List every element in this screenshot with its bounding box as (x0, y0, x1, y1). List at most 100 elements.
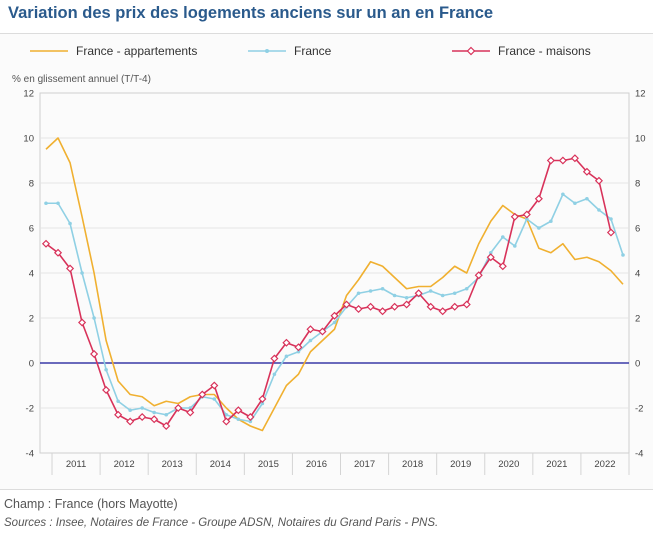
y-tick-label-right: 8 (635, 179, 640, 190)
data-point (342, 300, 351, 309)
data-point (282, 338, 291, 347)
x-tick-label: 2014 (210, 459, 231, 470)
data-point (258, 394, 267, 404)
data-point (440, 293, 445, 298)
y-tick-label-left: 4 (29, 269, 34, 280)
data-point (210, 381, 219, 390)
data-point (402, 300, 411, 309)
y-tick-label-left: 10 (23, 134, 34, 145)
legend: France - appartements France France - mais… (30, 44, 591, 58)
data-point (308, 338, 313, 343)
data-point (41, 239, 51, 248)
x-tick-label: 2017 (354, 459, 375, 470)
y-tick-label-right: 6 (635, 224, 640, 235)
data-point (140, 406, 144, 410)
data-point (534, 194, 543, 203)
data-point (354, 304, 363, 314)
data-point (246, 412, 255, 422)
data-point (306, 325, 315, 334)
x-tick-label: 2015 (258, 459, 279, 470)
data-point (44, 201, 48, 206)
data-point (68, 221, 72, 226)
data-point (80, 271, 84, 275)
data-point (474, 271, 483, 280)
y-tick-label-right: 2 (635, 314, 640, 325)
data-point (294, 343, 303, 352)
data-point (510, 212, 519, 221)
y-axis-label: % en glissement annuel (T/T-4) (12, 74, 151, 85)
data-point (582, 167, 591, 176)
axes: -4 -4 -2 -2 0 0 2 2 4 4 6 6 8 8 10 10 12 12 2011 2012 2013 20… (23, 89, 646, 475)
series-line-2 (45, 157, 612, 427)
data-point (56, 201, 60, 206)
data-point (212, 397, 217, 401)
y-tick-label-left: -2 (26, 404, 34, 415)
data-point (414, 289, 423, 298)
footnote-champ: Champ : France (hors Mayotte) (4, 497, 178, 511)
y-tick-label-left: 8 (29, 179, 34, 190)
data-point (236, 417, 241, 422)
y-tick-label-right: -2 (635, 404, 643, 415)
data-point (606, 228, 616, 237)
data-point (594, 176, 603, 185)
x-tick-label: 2016 (306, 459, 327, 470)
data-point (114, 410, 123, 419)
data-point (90, 349, 99, 359)
y-tick-label-right: -4 (635, 449, 643, 460)
data-point (234, 406, 243, 415)
data-point (585, 196, 589, 201)
data-point (558, 156, 567, 165)
data-point (450, 302, 459, 311)
legend-marker (265, 49, 269, 53)
chart-title: Variation des prix des logements anciens… (8, 4, 494, 22)
y-tick-label-left: 12 (23, 89, 34, 100)
x-tick-label: 2013 (162, 459, 183, 470)
data-point (549, 219, 553, 224)
data-point (174, 403, 183, 413)
data-point (224, 412, 229, 417)
x-tick-label: 2020 (498, 459, 519, 470)
y-tick-label-right: 10 (635, 134, 646, 145)
x-tick-label: 2018 (402, 459, 423, 470)
x-tick-label: 2011 (66, 459, 86, 470)
data-point (104, 367, 108, 372)
x-tick-label: 2021 (546, 459, 567, 470)
data-point (272, 372, 277, 377)
data-point (126, 417, 135, 426)
data-point (366, 302, 375, 311)
data-point (609, 217, 613, 221)
x-tick-label: 2019 (450, 459, 471, 470)
chart-panel: France - appartements France France - mais… (0, 33, 653, 490)
footnote-sources: Sources : Insee, Notaires de France - Gr… (4, 517, 439, 529)
data-point (513, 244, 517, 248)
line-chart: France - appartements France France - mais… (23, 44, 646, 475)
data-point (330, 311, 339, 320)
data-point (164, 412, 169, 417)
data-point (260, 401, 265, 406)
x-tick-label: 2022 (594, 459, 615, 470)
data-point (426, 302, 435, 311)
data-point (152, 410, 156, 415)
data-point (428, 289, 433, 293)
data-point (162, 421, 171, 431)
data-point (392, 293, 397, 298)
data-point (438, 307, 447, 316)
data-point (452, 291, 457, 296)
data-point (296, 349, 301, 354)
data-point (561, 192, 565, 197)
data-point (404, 295, 409, 300)
data-point (188, 406, 193, 410)
data-point (486, 253, 495, 262)
legend-marker (466, 46, 476, 56)
data-point (488, 250, 493, 255)
data-point (525, 217, 529, 221)
data-point (390, 302, 399, 311)
data-point (92, 316, 96, 320)
data-point (356, 291, 361, 296)
data-point (500, 235, 505, 239)
data-point (186, 408, 195, 417)
data-point (318, 327, 327, 336)
legend-label-2: France - maisons (498, 44, 591, 58)
data-point (522, 210, 531, 219)
y-tick-label-left: 6 (29, 224, 34, 235)
